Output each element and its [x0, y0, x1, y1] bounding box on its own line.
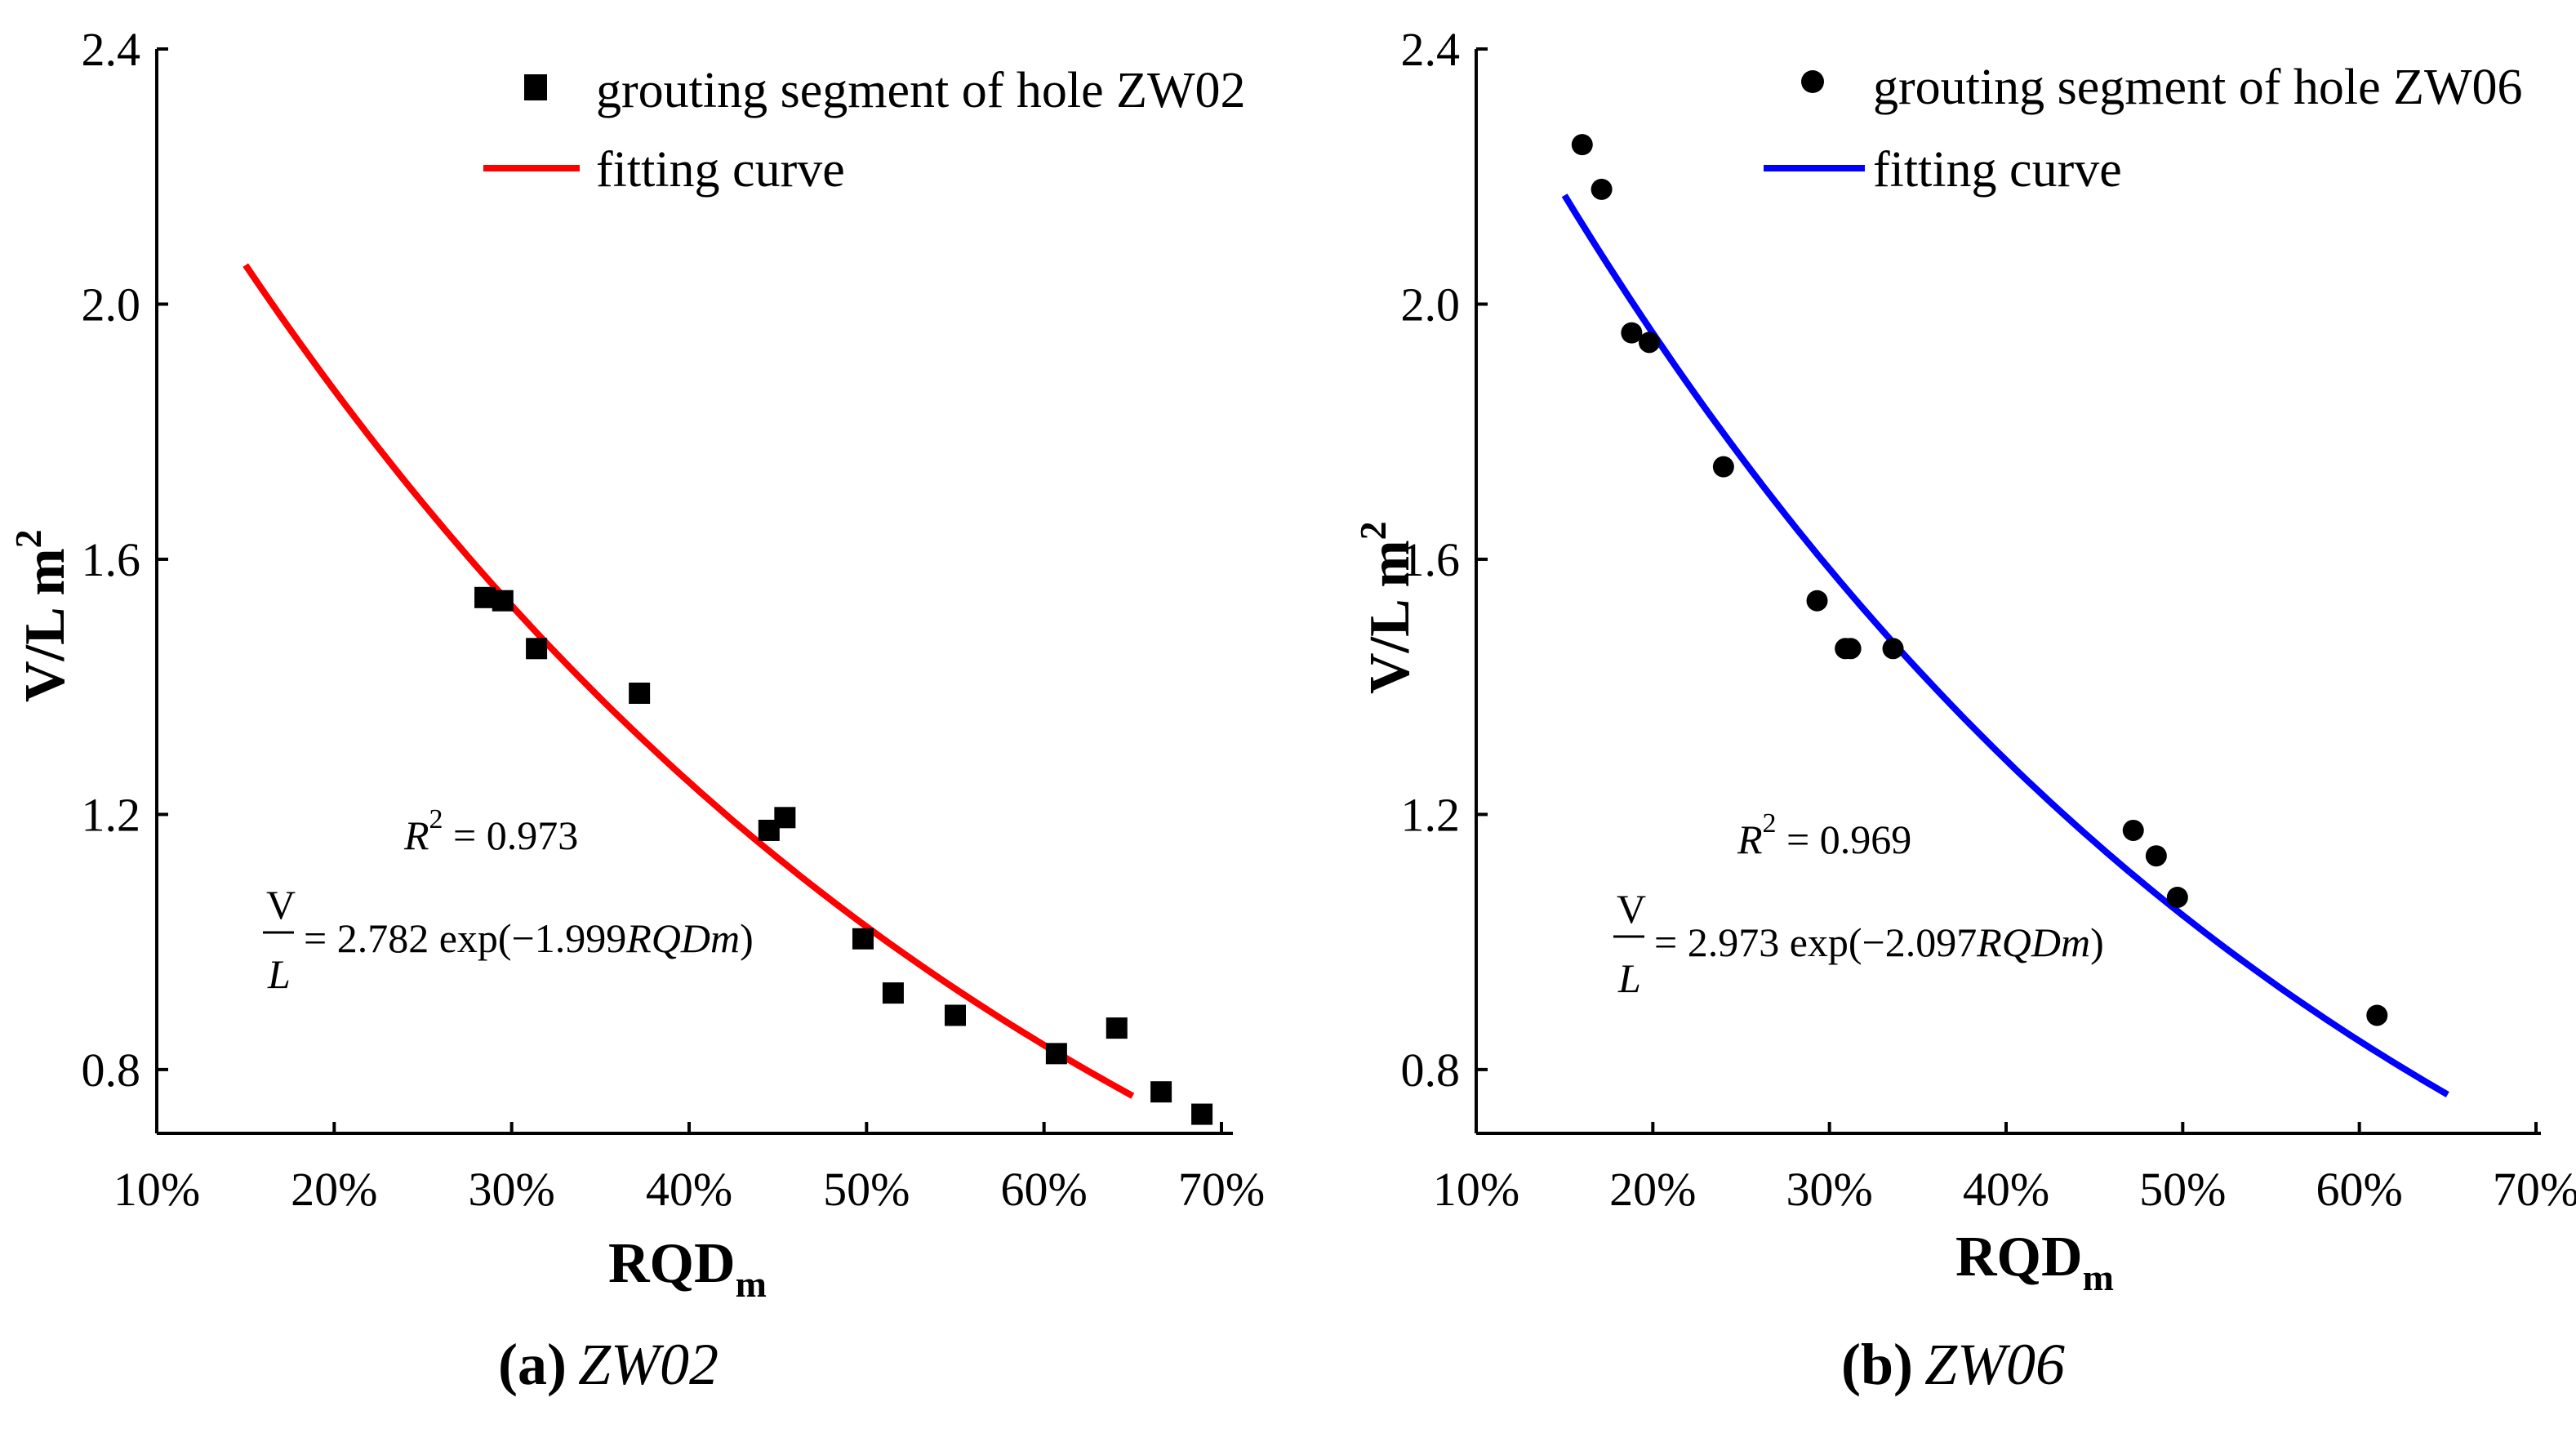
panel-b-annotation: R2 = 0.969 V L = 2.973 exp(−2.097RQDm) — [1613, 808, 2104, 1001]
x-tick-label: 30% — [1786, 1163, 1873, 1216]
panel-a-ticks: 10% 20% 30% 40% 50% 60% 70% 0.8 1.2 1.6 2.0 2.4 — [82, 23, 1266, 1216]
data-point — [774, 807, 796, 829]
data-point — [1882, 638, 1904, 660]
x-tick-label: 40% — [646, 1163, 732, 1216]
panel-b-legend-points-label: grouting segment of hole ZW06 — [1873, 60, 2523, 115]
x-tick-label: 70% — [2493, 1163, 2576, 1216]
panel-b-y-label: V/L m2 — [1352, 521, 1421, 694]
x-tick-label: 10% — [1433, 1163, 1519, 1216]
panel-b-fitting-curve — [1561, 194, 2449, 1098]
y-tick-label: 0.8 — [1401, 1044, 1461, 1097]
x-tick-label: 30% — [469, 1163, 555, 1216]
data-point — [474, 586, 496, 608]
x-tick-label: 20% — [1609, 1163, 1696, 1216]
panel-a-fitting-curve — [242, 263, 1135, 1099]
y-tick-label: 1.2 — [1401, 788, 1461, 841]
data-point — [629, 682, 651, 704]
panel-a-y-label: V/L m2 — [7, 529, 77, 702]
data-point — [2366, 1004, 2388, 1026]
data-point — [2145, 845, 2167, 867]
panel-b-eq-rhs: = 2.973 exp(−2.097RQDm) — [1654, 919, 2104, 965]
data-point — [1191, 1103, 1213, 1125]
panel-b-legend-marker — [1801, 70, 1824, 93]
y-tick-label: 0.8 — [82, 1044, 141, 1097]
panel-b: 10% 20% 30% 40% 50% 60% 70% 0.8 1.2 1.6 2.0 2.4 gro… — [1352, 23, 2576, 1397]
data-point — [1639, 332, 1661, 354]
panel-a-r2: R2 = 0.973 — [403, 804, 578, 858]
x-tick-label: 50% — [823, 1163, 910, 1216]
data-point — [1591, 178, 1613, 200]
panel-b-x-label: RQDm — [1955, 1226, 2114, 1298]
data-point — [1106, 1017, 1128, 1039]
data-point — [1150, 1081, 1172, 1103]
y-tick-label: 1.6 — [1401, 533, 1461, 586]
data-point — [1712, 456, 1734, 478]
panel-b-ticks: 10% 20% 30% 40% 50% 60% 70% 0.8 1.2 1.6 2.0 2.4 — [1401, 23, 2576, 1216]
x-tick-label: 70% — [1178, 1163, 1265, 1216]
y-tick-label: 2.0 — [82, 278, 141, 331]
data-point — [526, 638, 548, 660]
x-tick-label: 20% — [291, 1163, 377, 1216]
panel-b-legend: grouting segment of hole ZW06 fitting cu… — [1764, 60, 2523, 198]
y-tick-label: 1.6 — [82, 533, 141, 586]
x-tick-label: 60% — [1001, 1163, 1088, 1216]
panel-a-legend-marker — [524, 74, 547, 100]
panel-a-eq-denominator: L — [267, 951, 291, 997]
panel-b-eq-denominator: L — [1617, 955, 1641, 1001]
panel-a: 10% 20% 30% 40% 50% 60% 70% 0.8 1.2 1.6 2.0 2.4 gro… — [7, 23, 1265, 1397]
x-tick-label: 40% — [1963, 1163, 2049, 1216]
y-tick-label: 2.4 — [1401, 23, 1461, 76]
panel-a-eq-rhs: = 2.782 exp(−1.999RQDm) — [304, 915, 754, 961]
panel-a-legend-curve-label: fitting curve — [596, 142, 845, 198]
y-tick-label: 2.4 — [82, 23, 141, 76]
data-point — [1806, 590, 1828, 612]
y-tick-label: 2.0 — [1401, 278, 1461, 331]
panel-a-x-label: RQDm — [608, 1232, 767, 1305]
panel-b-eq-numerator: V — [1617, 886, 1646, 932]
data-point — [1571, 134, 1593, 156]
panel-b-points — [1571, 134, 2388, 1026]
panel-a-annotation: R2 = 0.973 V L = 2.782 exp(−1.999RQDm) — [263, 804, 754, 997]
panel-a-legend-points-label: grouting segment of hole ZW02 — [596, 63, 1246, 118]
data-point — [882, 982, 904, 1004]
panel-a-eq-numerator: V — [266, 882, 296, 928]
panel-b-r2: R2 = 0.969 — [1737, 808, 1911, 862]
panel-b-caption: (b) ZW06 — [1841, 1332, 2065, 1397]
data-point — [852, 928, 874, 950]
panel-b-legend-curve-label: fitting curve — [1873, 142, 2122, 198]
data-point — [2166, 886, 2188, 908]
panel-a-legend: grouting segment of hole ZW02 fitting cu… — [483, 63, 1246, 198]
x-tick-label: 50% — [2139, 1163, 2226, 1216]
panel-a-axes — [155, 49, 1233, 1135]
x-tick-label: 60% — [2316, 1163, 2403, 1216]
panel-a-caption: (a) ZW02 — [498, 1332, 719, 1397]
data-point — [1840, 638, 1862, 660]
data-point — [492, 590, 514, 612]
panel-a-points — [474, 586, 1213, 1125]
x-tick-label: 10% — [113, 1163, 200, 1216]
y-tick-label: 1.2 — [82, 788, 141, 841]
data-point — [2122, 819, 2144, 841]
data-point — [1621, 322, 1643, 344]
data-point — [1045, 1043, 1067, 1065]
data-point — [945, 1004, 966, 1026]
